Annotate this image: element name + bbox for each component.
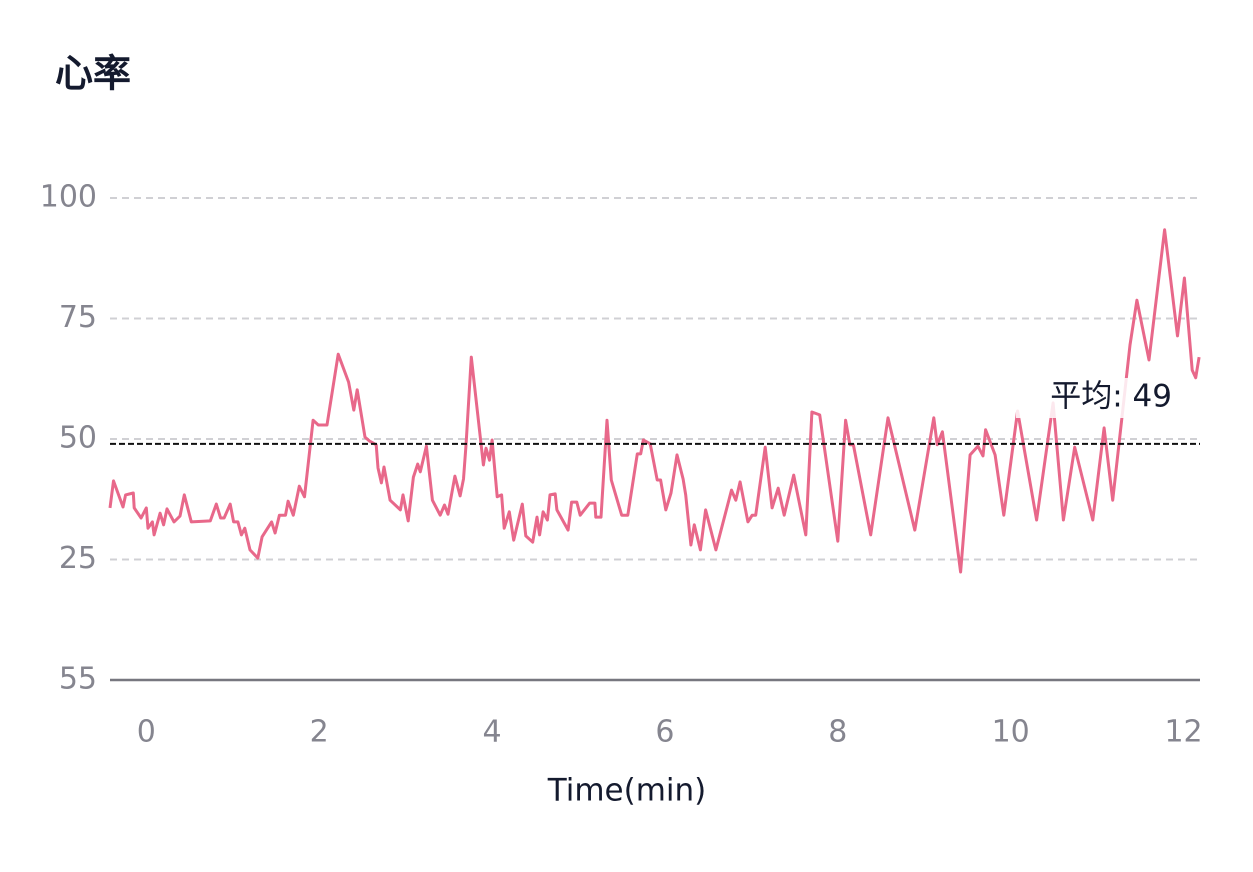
- x-tick-label: 0: [137, 715, 156, 750]
- y-tick-label: 55: [59, 662, 97, 697]
- x-tick-label: 12: [1164, 715, 1202, 750]
- x-tick-label: 10: [992, 715, 1030, 750]
- x-tick-label: 4: [483, 715, 502, 750]
- average-label-bg: [1016, 378, 1176, 418]
- heart-rate-line: [108, 228, 1201, 574]
- y-tick-label: 100: [40, 180, 97, 215]
- chart-title: 心率: [55, 52, 131, 96]
- x-tick-label: 2: [310, 715, 329, 750]
- y-tick-label: 75: [59, 300, 97, 335]
- y-tick-label: 25: [59, 541, 97, 576]
- x-tick-label: 6: [655, 715, 674, 750]
- y-tick-label: 50: [59, 421, 97, 456]
- x-tick-label: 8: [828, 715, 847, 750]
- x-axis-title: Time(min): [547, 773, 707, 809]
- average-label: 平均: 49: [1050, 379, 1172, 415]
